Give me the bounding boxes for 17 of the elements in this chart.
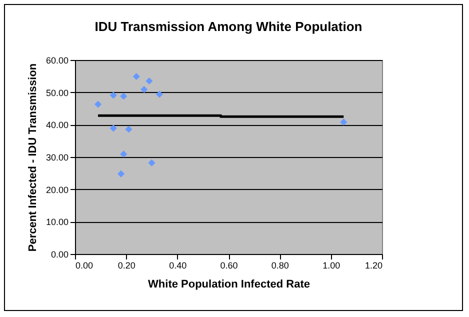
y-tick-label: 20.00 [46,184,68,195]
x-tick-label: 0.00 [76,260,94,270]
x-tick-label: 0.20 [118,260,136,270]
y-tick-label: 0.00 [50,250,68,260]
y-tick-label: 30.00 [46,152,68,162]
y-tick-label: 40.00 [46,120,68,130]
y-tick-label: 10.00 [46,217,68,228]
x-tick-label: 1.20 [364,260,382,270]
x-tick-label: 0.80 [271,260,289,270]
y-axis-title: Percent Infected - IDU Transmission [26,63,39,252]
x-tick-label: 0.60 [220,260,238,270]
chart-title: IDU Transmission Among White Population [94,19,362,34]
y-tick-label: 60.00 [46,56,68,66]
x-tick-label: 1.00 [322,260,340,270]
x-axis-title: White Population Infected Rate [148,278,310,290]
y-tick-label: 50.00 [46,88,68,98]
x-tick-label: 0.40 [169,260,187,270]
